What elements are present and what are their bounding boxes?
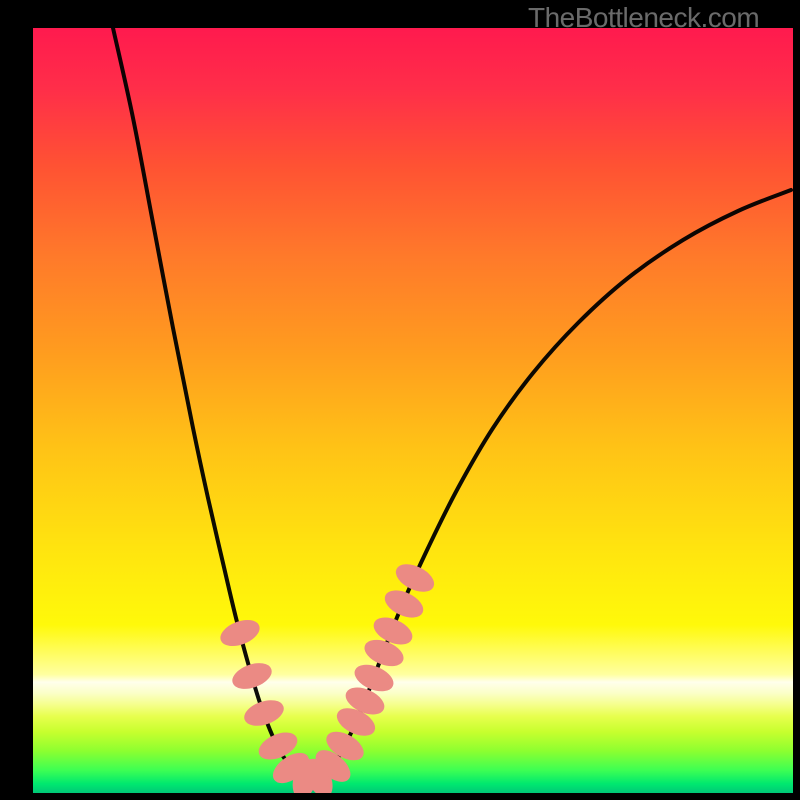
chart-plot-area: [33, 28, 793, 793]
watermark-text: TheBottleneck.com: [528, 2, 798, 34]
bottleneck-curve: [113, 28, 791, 781]
marker-left-2: [242, 696, 287, 730]
marker-left-0: [217, 616, 262, 651]
chart-svg-layer: [33, 28, 793, 793]
marker-left-1: [229, 659, 274, 693]
